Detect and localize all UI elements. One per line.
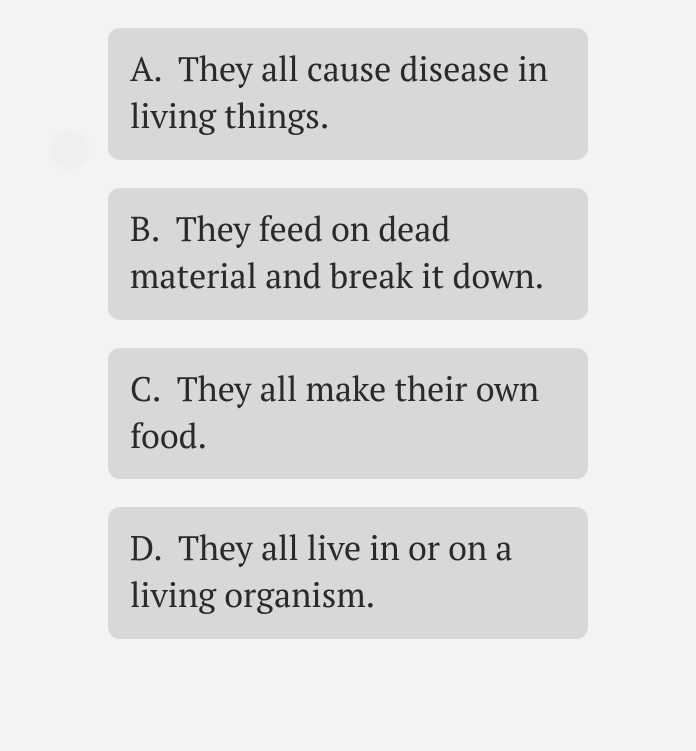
option-letter: C. — [130, 366, 161, 411]
option-text: They all cause disease in living things. — [130, 46, 548, 138]
option-letter: B. — [130, 206, 160, 251]
answer-option-a[interactable]: A.They all cause disease in living thing… — [108, 28, 588, 160]
answer-option-c[interactable]: C.They all make their own food. — [108, 348, 588, 480]
option-text: They all make their own food. — [130, 366, 539, 458]
option-text: They feed on dead material and break it … — [130, 206, 544, 298]
option-letter: A. — [130, 46, 163, 91]
option-text: They all live in or on a living organism… — [130, 525, 513, 617]
answer-option-b[interactable]: B.They feed on dead material and break i… — [108, 188, 588, 320]
option-letter: D. — [130, 525, 163, 570]
answer-option-d[interactable]: D.They all live in or on a living organi… — [108, 507, 588, 639]
